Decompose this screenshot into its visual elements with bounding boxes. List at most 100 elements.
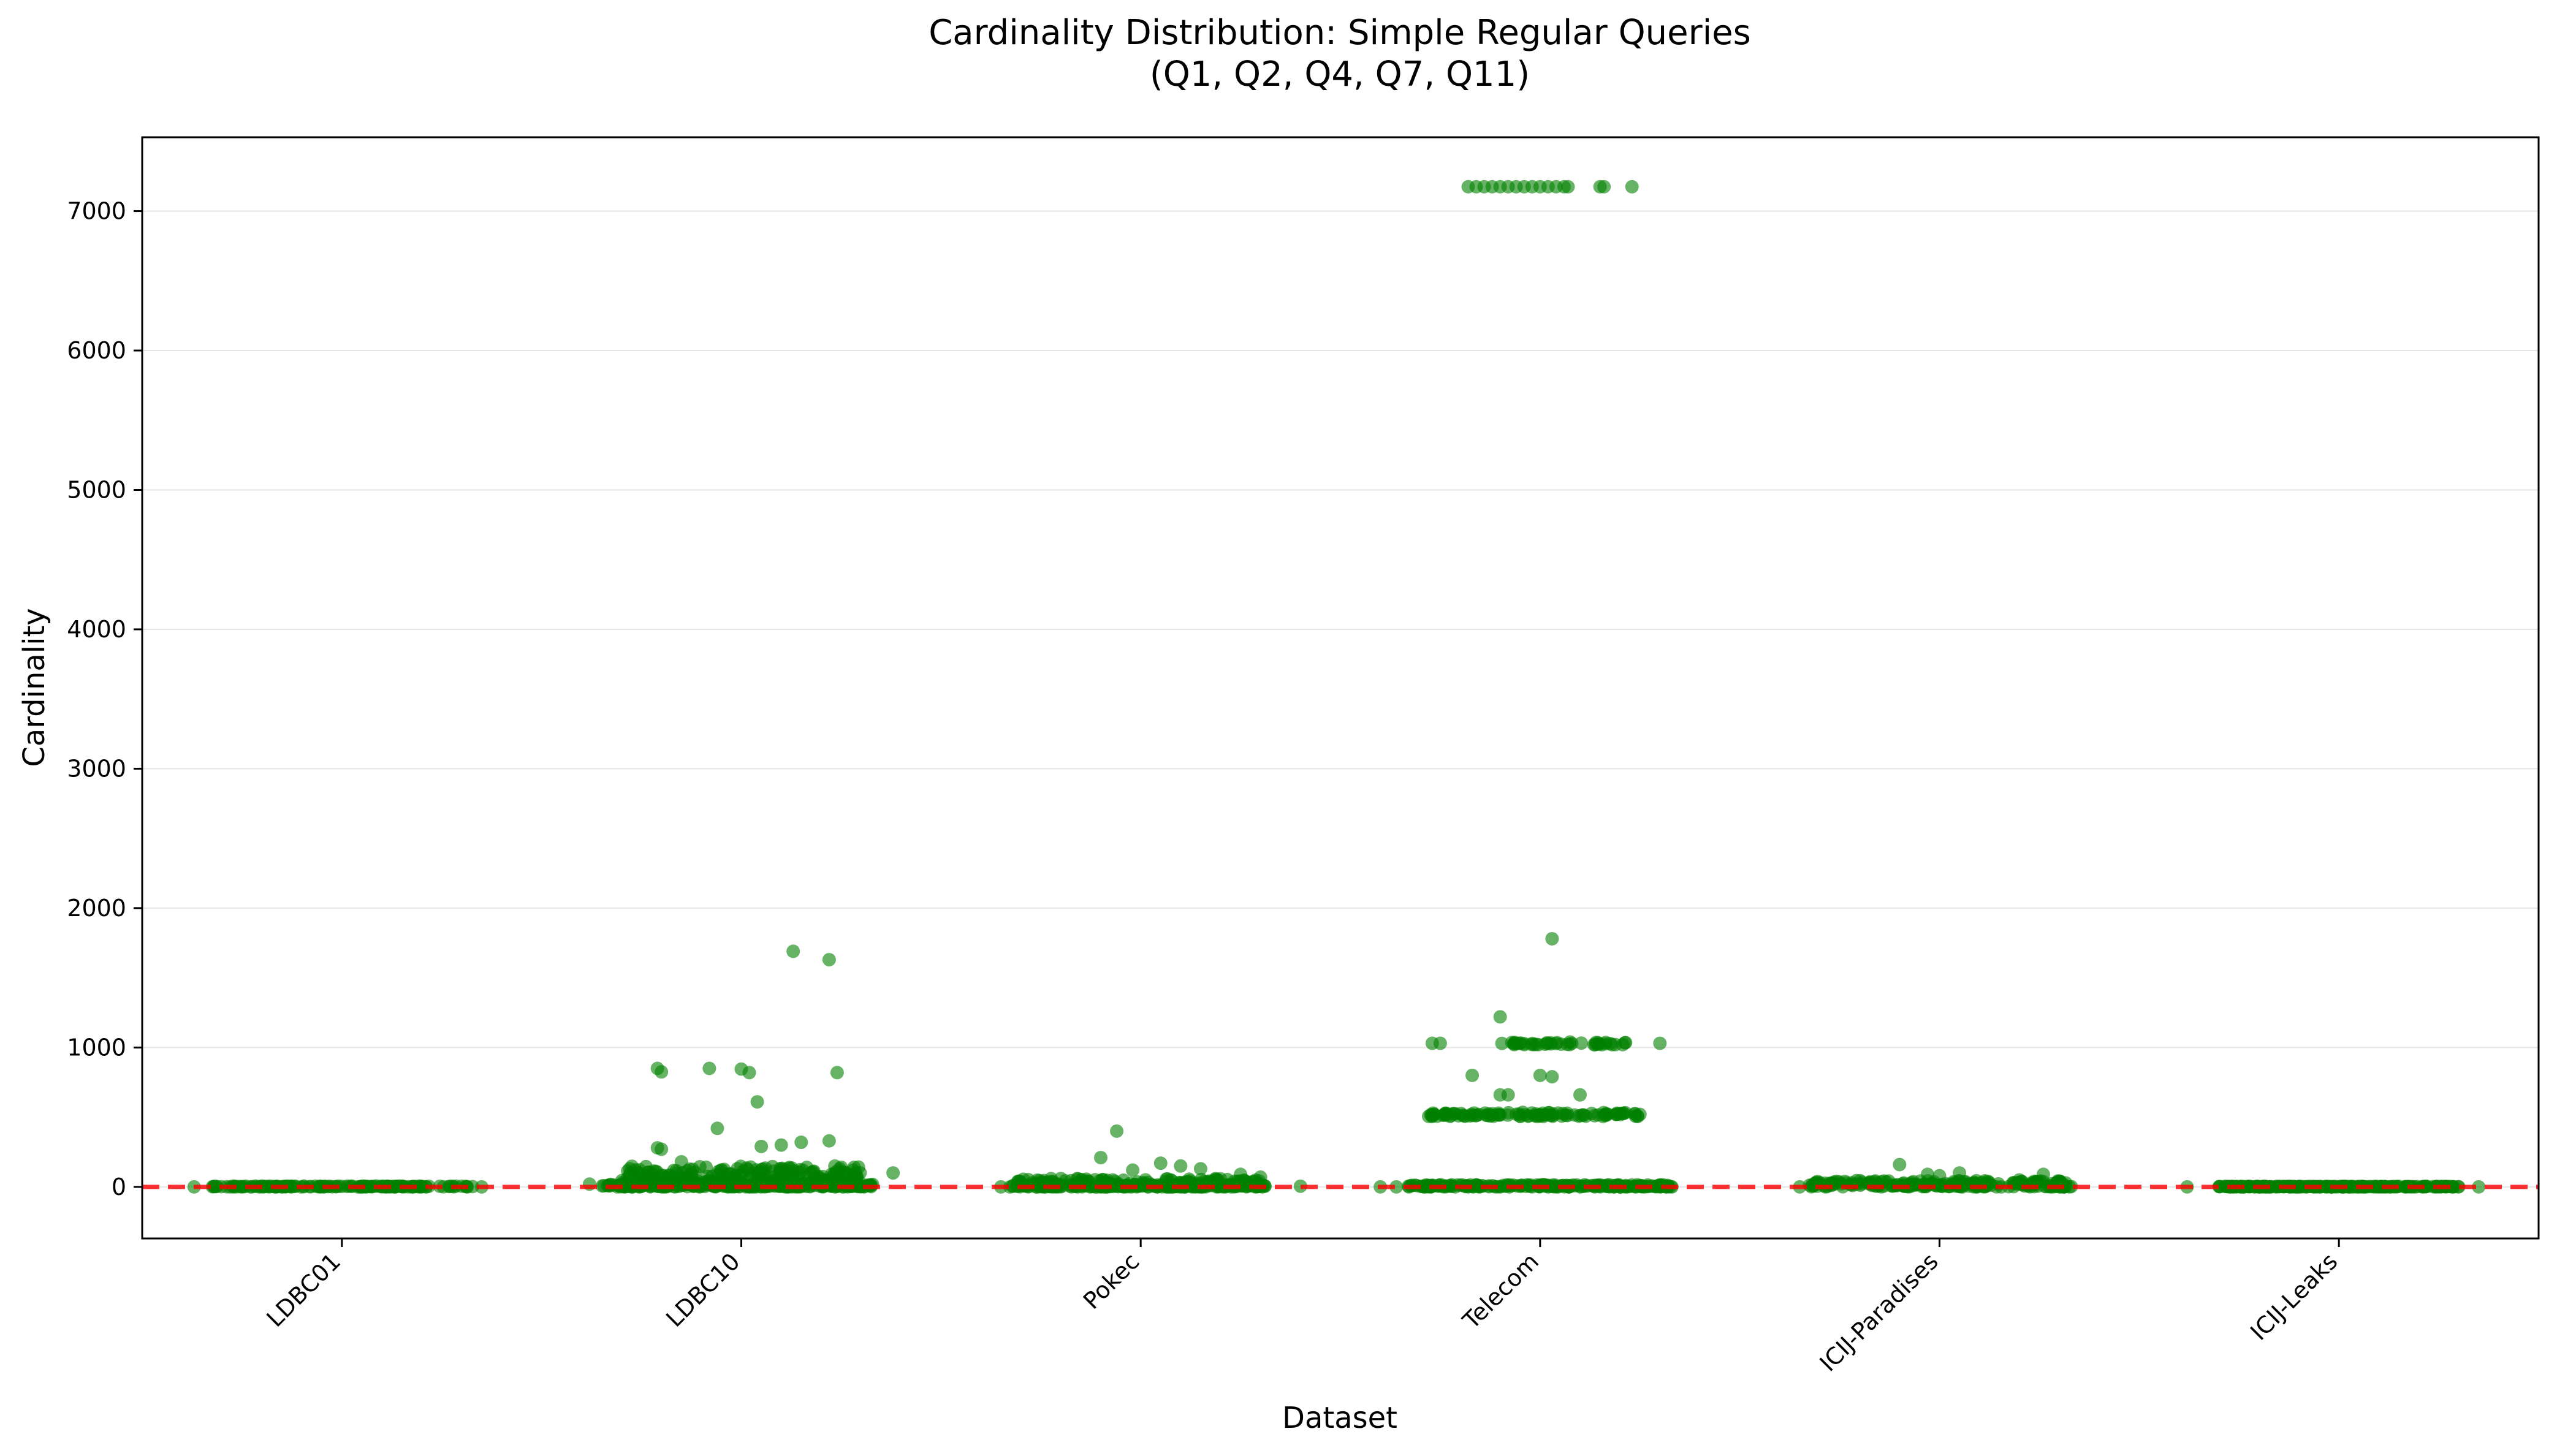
data-point	[1465, 1068, 1480, 1082]
data-point	[814, 1172, 828, 1186]
data-point	[786, 944, 800, 958]
data-point	[1533, 1068, 1547, 1082]
data-point	[1193, 1162, 1207, 1176]
data-point	[1561, 180, 1575, 194]
data-point	[774, 1174, 788, 1188]
data-point	[650, 1141, 664, 1155]
data-point	[1508, 1036, 1522, 1050]
data-point	[824, 1179, 838, 1193]
data-point	[288, 1179, 302, 1193]
data-point	[794, 1136, 808, 1150]
y-tick-label: 4000	[67, 616, 126, 643]
y-tick-label: 3000	[67, 755, 126, 782]
data-point	[1545, 931, 1559, 946]
data-point	[1433, 1036, 1447, 1050]
data-point	[1544, 1036, 1558, 1050]
data-point	[886, 1166, 900, 1180]
data-point	[1253, 1170, 1267, 1184]
y-tick-label: 5000	[67, 476, 126, 503]
data-point	[1529, 1037, 1543, 1052]
data-point	[2399, 1180, 2414, 1194]
y-tick-label: 2000	[67, 895, 126, 922]
x-axis-label: Dataset	[1282, 1401, 1397, 1435]
plot-area-frame	[141, 136, 2540, 1240]
data-point	[830, 1066, 844, 1080]
data-point	[2270, 1180, 2284, 1194]
data-point	[1421, 1109, 1435, 1123]
data-point	[1235, 1179, 1249, 1193]
data-point	[1920, 1167, 1934, 1181]
data-point	[1597, 180, 1611, 194]
data-point	[2241, 1180, 2255, 1194]
data-point	[1493, 1010, 1507, 1024]
data-point	[335, 1180, 349, 1194]
y-gridlines	[142, 210, 2539, 1188]
data-point	[714, 1173, 728, 1187]
data-point	[1126, 1163, 1140, 1177]
data-point	[655, 1065, 669, 1079]
data-point	[1609, 1107, 1624, 1121]
data-point	[774, 1138, 788, 1152]
data-point	[2291, 1180, 2305, 1194]
chart-title: Cardinality Distribution: Simple Regular…	[929, 13, 1751, 53]
data-point	[2452, 1180, 2466, 1194]
data-point	[710, 1121, 724, 1136]
data-point	[697, 1180, 712, 1194]
data-point	[1969, 1174, 1983, 1188]
chart-subtitle: (Q1, Q2, Q4, Q7, Q11)	[1150, 55, 1530, 94]
data-point	[1633, 1107, 1647, 1121]
data-point	[2472, 1180, 2486, 1194]
data-point	[2036, 1167, 2050, 1181]
data-point	[1110, 1124, 1124, 1138]
scatter-points	[187, 180, 2486, 1194]
data-point	[633, 1162, 647, 1177]
data-point	[742, 1066, 756, 1080]
data-point	[1575, 1036, 1589, 1050]
data-point	[1589, 1036, 1603, 1050]
y-tick-label: 1000	[67, 1034, 126, 1061]
data-point	[313, 1180, 327, 1194]
data-point	[1493, 1088, 1507, 1102]
data-point	[1447, 1107, 1461, 1121]
data-point	[2374, 1180, 2388, 1194]
y-tick-label: 6000	[67, 337, 126, 364]
data-point	[745, 1180, 759, 1194]
data-point	[1492, 1180, 1506, 1194]
data-point	[750, 1095, 764, 1109]
data-point	[1573, 1088, 1587, 1102]
y-axis-label: Cardinality	[17, 608, 51, 767]
data-point	[785, 1161, 799, 1175]
y-tick-label: 0	[112, 1174, 126, 1200]
data-point	[1893, 1158, 1907, 1172]
data-point	[754, 1139, 769, 1153]
data-point	[1563, 1035, 1577, 1049]
data-point	[1953, 1166, 1967, 1180]
data-point	[1551, 1106, 1565, 1120]
data-point	[1510, 1107, 1524, 1121]
data-point	[1234, 1167, 1248, 1181]
data-point	[822, 1134, 836, 1148]
data-point	[1389, 1180, 1404, 1194]
data-point	[736, 1164, 750, 1178]
data-point	[2420, 1180, 2434, 1194]
data-point	[1495, 1036, 1509, 1050]
data-point	[799, 1180, 813, 1194]
data-point	[2012, 1173, 2026, 1187]
data-point	[1153, 1156, 1168, 1170]
data-point	[1571, 1109, 1586, 1123]
y-axis-ticks: 0 1000 2000 3000 4000 5000 6000 7000	[67, 198, 142, 1200]
data-point	[1054, 1172, 1068, 1186]
data-point	[1094, 1151, 1108, 1165]
data-point	[1617, 1036, 1632, 1050]
data-point	[846, 1163, 860, 1177]
data-point	[1163, 1180, 1177, 1194]
data-point	[1545, 1070, 1559, 1084]
data-point	[1653, 1036, 1667, 1050]
data-point	[1587, 1109, 1601, 1123]
data-point	[1174, 1159, 1188, 1173]
data-point	[1472, 1180, 1486, 1194]
data-point	[1536, 1108, 1550, 1122]
